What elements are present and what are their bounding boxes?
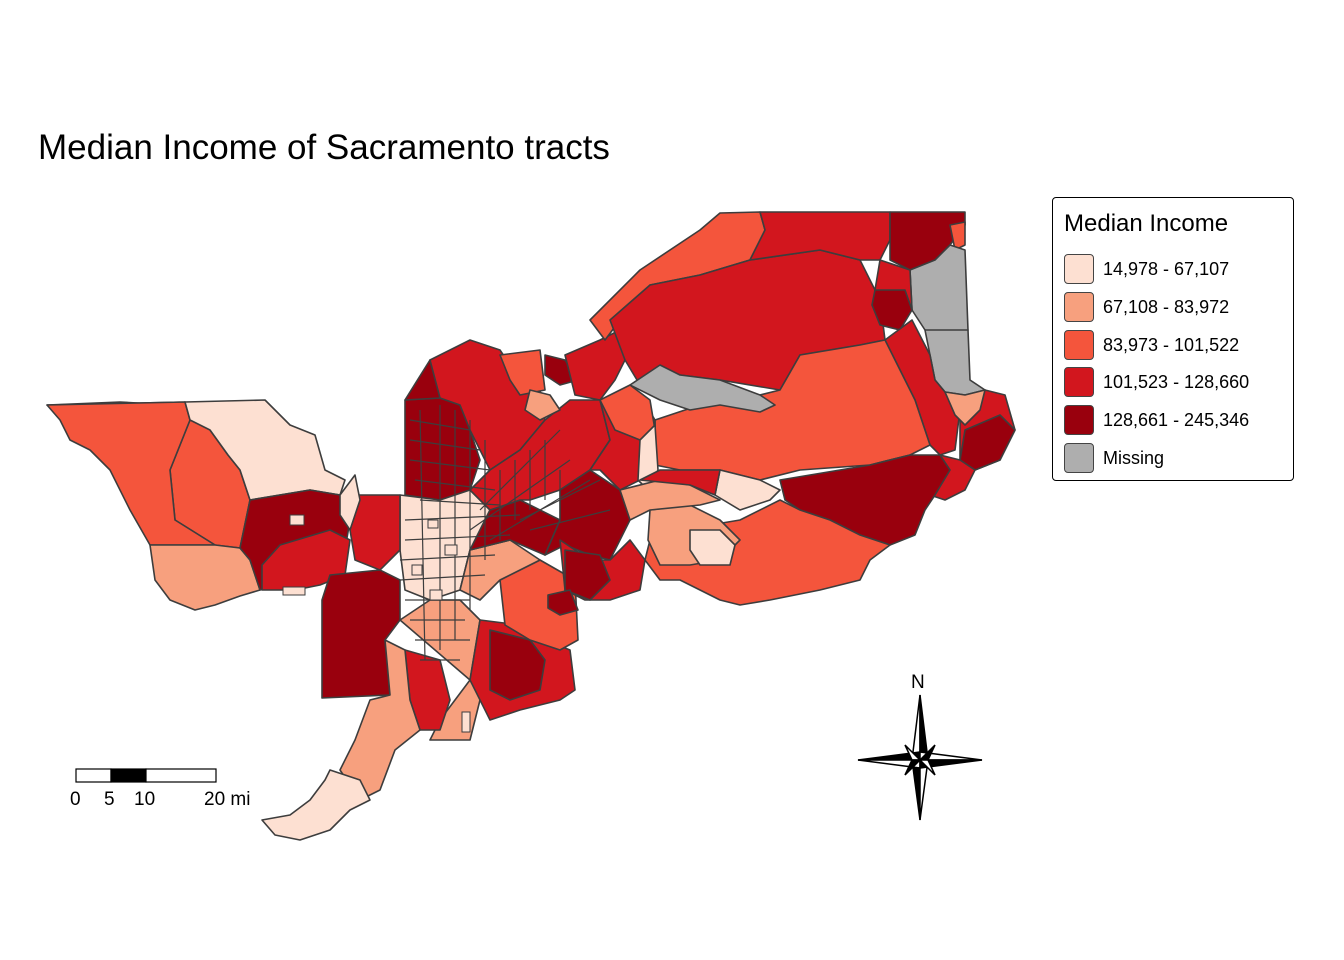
tract-south-orange-2	[499, 559, 579, 651]
tract-mid-dark-3	[547, 589, 579, 616]
tract-mid-red-east	[639, 469, 721, 496]
tract-small-light-6	[289, 514, 305, 526]
legend-label: 67,108 - 83,972	[1103, 297, 1230, 317]
tract-east-edge-orange	[944, 389, 986, 426]
scale-label-10: 10	[134, 789, 156, 810]
compass-label: N	[911, 672, 925, 693]
tract-west-core-dark-upper	[404, 359, 441, 401]
legend-label: Missing	[1103, 448, 1165, 468]
tract-ne-orange-2	[524, 389, 561, 421]
legend-label: 83,973 - 101,522	[1103, 335, 1240, 355]
tract-se-light-2	[689, 529, 736, 566]
tract-ne-dark-small	[544, 354, 579, 386]
scale-label-5: 5	[104, 789, 115, 810]
tract-west-red	[261, 529, 351, 591]
legend-label: 101,523 - 128,660	[1103, 372, 1250, 392]
scale-label-20: 20 mi	[204, 789, 251, 810]
legend-swatch	[1064, 367, 1094, 397]
legend-swatch	[1064, 292, 1094, 322]
tract-small-light-7	[282, 586, 306, 596]
tract-top-right-orange	[949, 221, 966, 251]
tract-missing-center	[629, 364, 776, 413]
north-arrow-icon	[857, 694, 983, 821]
tract-south-tail-light	[261, 769, 371, 841]
legend-label: 128,661 - 245,346	[1103, 410, 1250, 430]
legend-label: 14,978 - 67,107	[1103, 259, 1230, 279]
legend-swatch	[1064, 254, 1094, 284]
legend: Median Income 14,978 - 67,107 67,108 - 8…	[1052, 197, 1294, 481]
legend-title: Median Income	[1064, 210, 1229, 237]
tract-ne-red-strip	[874, 259, 913, 311]
map-title: Median Income of Sacramento tracts	[38, 128, 610, 167]
tract-grid-lines-3	[469, 429, 611, 541]
tract-river-light	[339, 474, 361, 531]
scale-label-0: 0	[70, 789, 81, 810]
legend-swatch	[1064, 330, 1094, 360]
tract-southwest-orange	[149, 544, 261, 611]
tract-south-light-strip	[339, 639, 421, 801]
scale-bar	[75, 768, 217, 783]
tract-small-light-3	[411, 564, 423, 576]
legend-swatch	[1064, 443, 1094, 473]
tract-small-light-1	[427, 519, 439, 529]
legend-swatch	[1064, 405, 1094, 435]
tract-grid-lines-2	[419, 405, 561, 661]
tract-small-light-5	[461, 711, 471, 733]
tract-mid-dark-2	[564, 549, 611, 601]
tract-small-light-2	[444, 544, 458, 556]
tract-small-light-4	[429, 589, 443, 601]
